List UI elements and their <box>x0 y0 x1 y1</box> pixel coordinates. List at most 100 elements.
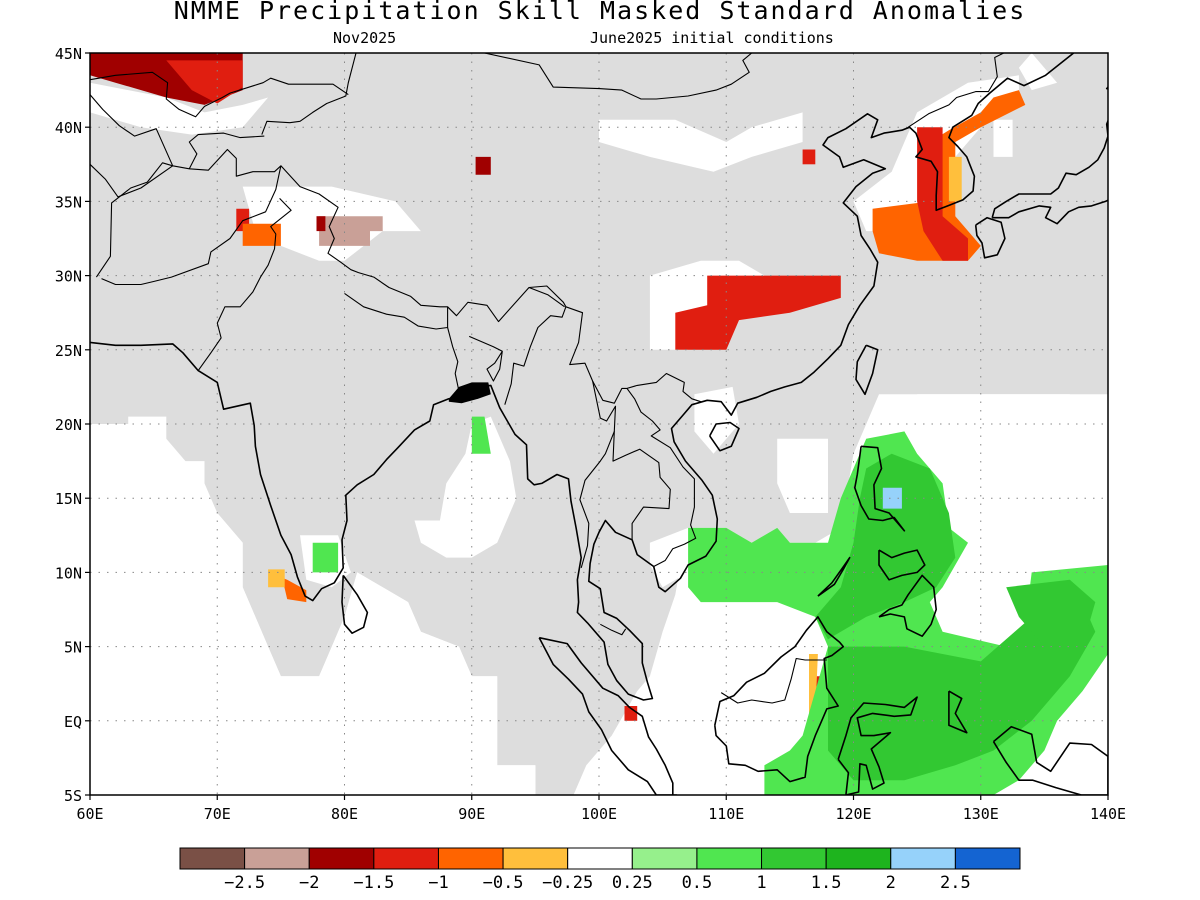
border-nepal-india <box>344 292 449 330</box>
colorbar-label: −2 <box>299 873 319 893</box>
longitude-axis: 60E 70E 80E 90E 100E 110E 120E 130E 140E <box>76 795 1126 823</box>
anomaly-korea-gold <box>948 156 962 202</box>
colorbar-swatch <box>502 847 569 870</box>
colorbar-swatch <box>825 847 892 870</box>
lon-tick-label: 70E <box>204 805 231 823</box>
colorbar-swatch <box>179 847 246 870</box>
border-laos-thai-cambodia <box>612 431 671 540</box>
border-india-china-nepal <box>280 165 567 405</box>
lon-tick-label: 120E <box>835 805 871 823</box>
border-myanmar-china <box>565 306 701 404</box>
lat-tick-label: 5S <box>64 787 82 805</box>
border-china-korea-russia <box>907 53 1004 128</box>
border-myanmar-thai <box>579 380 617 569</box>
colorbar-swatch <box>244 847 310 870</box>
border-china-mongolia <box>261 53 753 135</box>
clear-pacific-clear <box>917 394 1108 603</box>
lat-tick-label: 5N <box>64 639 82 657</box>
coast-arabia-iran-coast <box>90 53 1075 701</box>
anomaly-philippines-dark-green <box>815 453 956 640</box>
coast-japan-honshu <box>991 118 1108 225</box>
clear-scs-east-clear <box>777 438 828 513</box>
border-laos-vietnam <box>626 388 697 567</box>
clear-siberia-clear <box>1018 53 1058 91</box>
colorbar-label: 0.25 <box>612 873 653 893</box>
lat-tick-label: 35N <box>55 193 82 211</box>
colorbar-swatch <box>761 847 827 870</box>
latitude-axis: 45N 40N 35N 30N 25N 20N 15N 10N 5N EQ 5S <box>55 45 90 805</box>
colorbar-swatch <box>890 847 956 870</box>
anomaly-pacific-green <box>1006 579 1096 647</box>
coast-sulawesi <box>837 696 918 795</box>
coast-borneo <box>714 616 845 783</box>
colorbar-swatch <box>954 847 1021 870</box>
lat-tick-label: 15N <box>55 490 82 508</box>
colorbar-swatch <box>696 847 763 870</box>
clear-indochina-coast-clear <box>649 527 689 588</box>
lat-tick-label: 30N <box>55 268 82 286</box>
lon-tick-label: 140E <box>1090 805 1126 823</box>
anomaly-india-southern-gold <box>268 569 285 588</box>
lon-tick-label: 130E <box>963 805 999 823</box>
colorbar-label: 2.5 <box>940 873 971 893</box>
border-bangladesh-east <box>468 335 503 382</box>
border-afghan-pak <box>95 148 282 286</box>
coastlines <box>90 53 1108 795</box>
lon-tick-label: 100E <box>581 805 617 823</box>
colorbar-label: −0.25 <box>542 873 593 893</box>
colorbar-label: 1 <box>756 873 766 893</box>
border-bangladesh <box>447 327 460 398</box>
anomaly-tibet-dot <box>475 156 491 175</box>
border-india-pak <box>197 198 292 371</box>
border-borneo-border <box>720 657 827 704</box>
lat-tick-label: 40N <box>55 119 82 137</box>
coast-japan-kyushu <box>974 216 1006 259</box>
coast-hainan <box>708 421 740 452</box>
anomaly-bay-of-bengal-green <box>471 416 491 454</box>
colorbar-swatch <box>373 847 439 870</box>
colorbar-label: −1 <box>428 873 448 893</box>
anomaly-philippines-blue <box>882 487 902 509</box>
lat-tick-label: 25N <box>55 342 82 360</box>
anomaly-celebes-dark-green <box>828 602 1096 781</box>
border-kazakh-uzbek <box>90 71 349 118</box>
coast-mindanao <box>878 574 938 638</box>
anomaly-layer <box>90 53 1108 795</box>
coast-japan-hokkaido <box>1105 53 1108 90</box>
colorbar-label: −1.5 <box>353 873 394 893</box>
border-turkmen <box>90 94 174 198</box>
lon-tick-label: 80E <box>331 805 358 823</box>
anomaly-kashmir-core <box>316 216 326 232</box>
forecast-month: Nov2025 <box>333 29 397 47</box>
lon-tick-label: 90E <box>458 805 485 823</box>
clear-arabian-sea-clear <box>90 416 536 795</box>
colorbar-label: 1.5 <box>811 873 842 893</box>
lon-tick-label: 60E <box>76 805 103 823</box>
coast-luzon <box>853 445 906 532</box>
colorbar-label: 0.5 <box>682 873 713 893</box>
border-india-myanmar <box>528 286 565 308</box>
coast-taiwan <box>855 344 879 396</box>
colorbar-label: −2.5 <box>224 873 265 893</box>
coast-halmahera-newguinea <box>948 690 968 734</box>
unmasked-clear-layer <box>90 53 1108 795</box>
clear-japan-east-clear <box>993 119 1013 157</box>
clear-bay-bengal-clear <box>414 416 517 558</box>
lat-tick-label: 20N <box>55 416 82 434</box>
lat-tick-label: 45N <box>55 45 82 63</box>
border-malaysia-thai <box>600 623 627 636</box>
lon-tick-label: 110E <box>708 805 744 823</box>
clear-central-asia-clear <box>90 82 269 135</box>
clear-mongolia-clear <box>599 112 803 172</box>
anomaly-central-asia-north-edge <box>166 60 243 104</box>
colorbar-swatch <box>631 847 698 870</box>
coast-new-guinea <box>992 725 1108 795</box>
border-uzbek-tajik <box>188 132 265 170</box>
map-title: NMME Precipitation Skill Masked Standard… <box>173 0 1027 25</box>
anomaly-kashmir-east <box>319 216 383 246</box>
coast-sumatra <box>538 636 674 795</box>
anomaly-china-interior <box>675 275 841 350</box>
colorbar-swatch <box>308 847 375 870</box>
initial-conditions: June2025 initial conditions <box>590 29 834 47</box>
